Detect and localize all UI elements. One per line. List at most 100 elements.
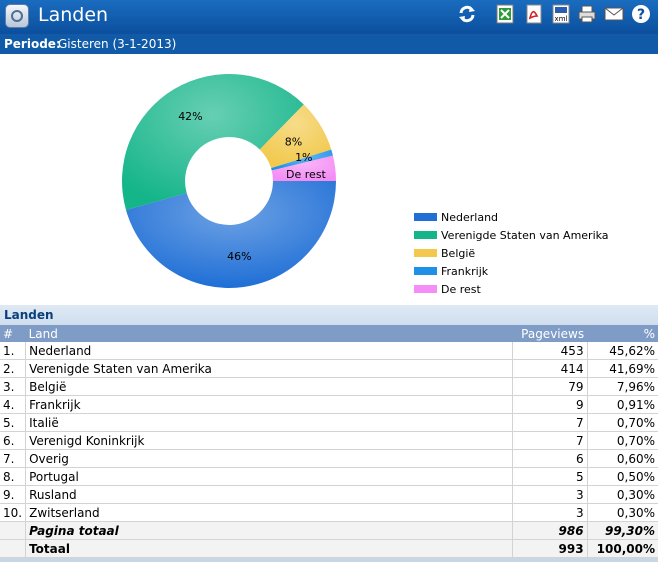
total-blank [0,539,26,558]
table-row: 7. Overig 6 0,60% [0,449,658,468]
row-country[interactable]: Nederland [25,342,513,360]
pie-slice-shading [126,181,336,288]
row-percent: 0,50% [586,467,658,486]
period-value: Gisteren (3-1-2013) [58,37,177,51]
column-header-country[interactable]: Land [25,325,513,342]
table-row: 4. Frankrijk 9 0,91% [0,395,658,414]
pie-slice-label: De rest [286,168,327,181]
column-header-rank[interactable]: # [0,325,26,342]
row-pageviews: 5 [511,467,588,486]
row-percent: 45,62% [586,342,658,360]
xml-export-icon[interactable]: xml [551,3,571,25]
pie-slice-shading [259,104,332,169]
countries-table: # Land Pageviews % 1. Nederland 453 45,62% 2… [0,325,658,558]
row-percent: 41,69% [586,359,658,378]
row-country[interactable]: Rusland [25,485,513,504]
row-rank: 9. [0,485,26,504]
row-rank: 10. [0,503,26,522]
pie-slice-label: 42% [178,110,202,123]
table-row: 10. Zwitserland 3 0,30% [0,503,658,522]
table-row: 6. Verenigd Koninkrijk 7 0,70% [0,431,658,450]
row-percent: 0,70% [586,413,658,432]
help-icon-label: ? [637,7,645,23]
row-percent: 0,30% [586,485,658,504]
table-row: 2. Verenigde Staten van Amerika 414 41,69% [0,359,658,378]
table-row: 1. Nederland 453 45,62% [0,342,658,360]
row-rank: 3. [0,377,26,396]
total-row: Totaal 993 100,00% [0,539,658,558]
row-rank: 1. [0,342,26,360]
row-rank: 2. [0,359,26,378]
row-rank: 7. [0,449,26,468]
legend-item: De rest [414,280,609,298]
row-rank: 4. [0,395,26,414]
total-percent: 100,00% [586,539,658,558]
title-bar: Landen xml ? [0,0,658,34]
legend-label: Nederland [441,210,499,224]
chart-area: 46% 42% 8% 1% De rest [0,54,658,304]
pdf-export-icon[interactable] [524,3,544,25]
subtotal-row: Pagina totaal 986 99,30% [0,521,658,540]
row-pageviews: 3 [511,503,588,522]
help-icon[interactable]: ? [631,3,651,25]
section-title: Landen [4,308,54,322]
row-country[interactable]: Verenigd Koninkrijk [25,431,513,450]
row-percent: 0,60% [586,449,658,468]
table-row: 3. België 79 7,96% [0,377,658,396]
pie-slice-label: 1% [295,151,312,164]
xml-icon-label: xml [555,15,568,23]
row-country[interactable]: Italië [25,413,513,432]
table-header-row: # Land Pageviews % [0,325,658,342]
print-icon[interactable] [577,3,597,25]
row-pageviews: 3 [511,485,588,504]
row-country[interactable]: België [25,377,513,396]
column-header-percent[interactable]: % [587,325,658,342]
row-country[interactable]: Portugal [25,467,513,486]
period-bar: Periode: Gisteren (3-1-2013) [0,34,658,54]
table-row: 8. Portugal 5 0,50% [0,467,658,486]
refresh-icon[interactable] [457,3,477,25]
section-header: Landen [0,305,658,325]
page-title: Landen [38,4,109,26]
row-rank: 6. [0,431,26,450]
row-pageviews: 7 [511,431,588,450]
row-pageviews: 453 [511,342,588,360]
legend-item: België [414,244,609,262]
mail-icon[interactable] [604,3,624,25]
legend-label: België [441,246,476,260]
row-pageviews: 79 [511,377,588,396]
row-pageviews: 7 [511,413,588,432]
row-percent: 0,70% [586,431,658,450]
pie-chart: 46% 42% 8% 1% De rest [122,74,336,288]
row-country[interactable]: Overig [25,449,513,468]
legend-swatch [414,231,437,239]
pie-slice-shading [271,149,333,171]
total-pageviews: 993 [511,539,588,558]
legend-label: Verenigde Staten van Amerika [441,228,609,242]
legend-swatch [414,267,437,275]
pie-slice-shading [122,74,304,211]
chart-legend: Nederland Verenigde Staten van Amerika Bel… [414,208,609,298]
row-rank: 8. [0,467,26,486]
column-header-pageviews[interactable]: Pageviews [512,325,588,342]
row-rank: 5. [0,413,26,432]
row-country[interactable]: Verenigde Staten van Amerika [25,359,513,378]
row-percent: 0,30% [586,503,658,522]
row-country[interactable]: Zwitserland [25,503,513,522]
row-country[interactable]: Frankrijk [25,395,513,414]
row-percent: 7,96% [586,377,658,396]
excel-export-icon[interactable] [495,3,515,25]
total-label: Totaal [25,539,513,558]
legend-label: De rest [441,282,481,296]
bottom-border [0,558,658,562]
legend-item: Frankrijk [414,262,609,280]
period-label: Periode: [4,37,61,51]
row-pageviews: 9 [511,395,588,414]
row-pageviews: 6 [511,449,588,468]
legend-item: Verenigde Staten van Amerika [414,226,609,244]
app-logo-icon [5,4,29,28]
legend-swatch [414,213,437,221]
legend-swatch [414,285,437,293]
subtotal-blank [0,521,26,540]
pie-slice-shading [271,155,336,181]
